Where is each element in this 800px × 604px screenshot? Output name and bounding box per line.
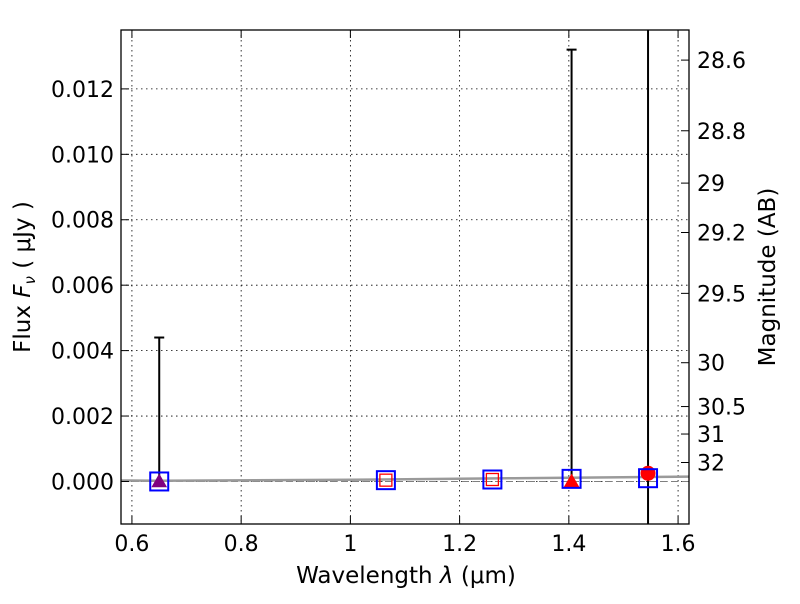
- y2-tick-label: 31: [697, 423, 725, 448]
- y2-tick-label: 29.5: [697, 282, 746, 307]
- model-point: [375, 470, 396, 491]
- secondary-y-axis-label: Magnitude (AB): [755, 188, 781, 367]
- x-tick-label: 1.2: [442, 532, 477, 557]
- x-tick-label: 1.4: [551, 532, 586, 557]
- x-tick-label: 0.8: [224, 532, 259, 557]
- y-tick-label: 0.010: [51, 143, 114, 168]
- y2-tick-label: 29: [697, 172, 725, 197]
- y2-tick-label: 30.5: [697, 396, 746, 421]
- y-tick-label: 0.012: [51, 78, 114, 103]
- y2-tick-label: 30: [697, 352, 725, 377]
- lines-layer: [120, 475, 690, 483]
- y2-tick-label: 29.2: [697, 222, 746, 247]
- tick-layer: 0.6 0.8 1 1.2 1.4 1.6 0.000 0.002 0.004 0.006 0.00…: [51, 30, 746, 557]
- model-point: [482, 469, 503, 490]
- observed-point: [563, 473, 580, 488]
- marker-layer: [149, 465, 659, 492]
- y-tick-label: 0.002: [51, 405, 114, 430]
- y-tick-label: 0.006: [51, 274, 114, 299]
- model-point: [149, 471, 170, 492]
- model-point: [561, 468, 582, 489]
- observed-point: [151, 473, 168, 488]
- observed-point: [485, 472, 500, 487]
- x-tick-label: 1.6: [661, 532, 696, 557]
- grid-layer: [121, 30, 689, 524]
- x-axis-label: Wavelength λ (μm): [296, 563, 516, 589]
- y-tick-label: 0.000: [51, 470, 114, 495]
- x-tick-label: 0.6: [114, 532, 149, 557]
- y-tick-label: 0.004: [51, 340, 114, 365]
- model-point: [638, 468, 659, 489]
- observed-point: [379, 473, 393, 487]
- y-tick-label: 0.008: [51, 209, 114, 234]
- x-tick-label: 1: [343, 532, 357, 557]
- y2-tick-label: 28.6: [697, 49, 746, 74]
- y2-tick-label: 32: [697, 451, 725, 476]
- model-spectrum-line: [120, 475, 690, 483]
- plot-frame: [120, 29, 690, 525]
- errorbar-layer: [154, 30, 650, 524]
- y-axis-label: Flux Fν ( μJy ): [10, 201, 39, 353]
- y2-tick-label: 28.8: [697, 120, 746, 145]
